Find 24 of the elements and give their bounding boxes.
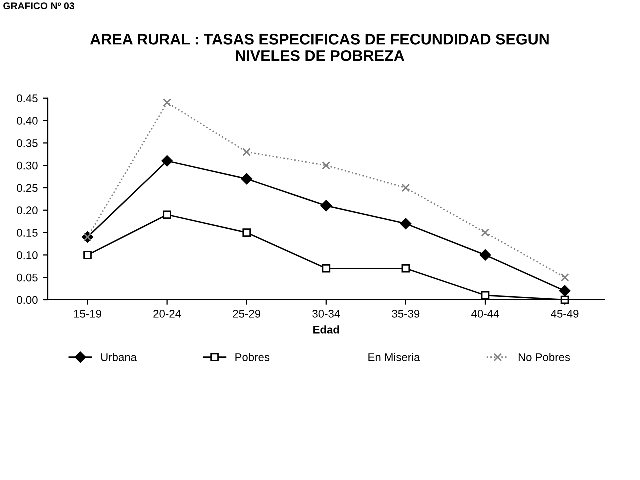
y-tick-label: 0.10 — [17, 251, 38, 260]
legend-label: Pobres — [236, 353, 270, 362]
y-tick-label: 0.45 — [17, 94, 38, 103]
y-tick-label: 0.20 — [17, 206, 38, 215]
y-tick-label: 0.15 — [17, 229, 38, 237]
x-tick-label: 45-49 — [551, 310, 579, 318]
x-tick-label: 40-44 — [472, 310, 500, 318]
x-axis-title: Edad — [314, 326, 340, 334]
x-tick-label: 15-19 — [74, 310, 102, 318]
chart-title: AREA RURAL : TASAS ESPECIFICAS DE FECUNDIDAD SEGUN NIVELES DE POBREZA — [90, 34, 549, 62]
y-tick-label: 0.25 — [17, 184, 38, 192]
y-tick-label: 0.40 — [17, 117, 38, 125]
x-tick-label: 35-39 — [392, 310, 420, 318]
y-tick-label: 0.05 — [17, 274, 38, 282]
text: GRAFICO Nº 03 — [4, 2, 74, 10]
x-tick-label: 20-24 — [154, 310, 182, 318]
legend-label: No Pobres — [518, 353, 570, 362]
y-tick-label: 0.30 — [17, 162, 38, 170]
text: En Miseria — [368, 353, 420, 362]
x-tick-label: 30-34 — [312, 310, 340, 318]
legend-label: Urbana — [101, 353, 138, 362]
y-tick-label: 0.00 — [17, 296, 38, 304]
x-tick-label: 25-29 — [233, 310, 261, 318]
y-tick-label: 0.35 — [17, 139, 38, 148]
